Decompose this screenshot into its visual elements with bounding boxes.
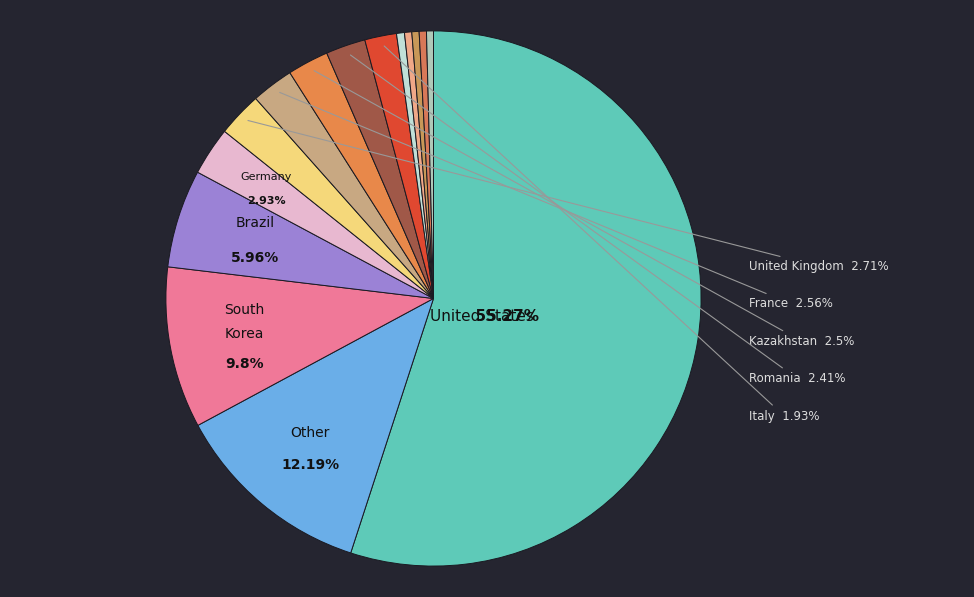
Text: Germany: Germany (241, 173, 291, 182)
Wedge shape (412, 31, 433, 298)
Wedge shape (351, 31, 701, 566)
Wedge shape (427, 31, 433, 298)
Text: Brazil: Brazil (236, 217, 275, 230)
Text: 9.8%: 9.8% (225, 357, 264, 371)
Text: Other: Other (290, 426, 330, 440)
Wedge shape (168, 172, 433, 298)
Text: 5.96%: 5.96% (231, 251, 279, 265)
Wedge shape (404, 32, 433, 298)
Wedge shape (225, 99, 433, 298)
Text: Italy  1.93%: Italy 1.93% (384, 46, 820, 423)
Wedge shape (396, 32, 433, 298)
Wedge shape (256, 73, 433, 298)
Text: Romania  2.41%: Romania 2.41% (351, 55, 845, 385)
Wedge shape (198, 131, 433, 298)
Text: Kazakhstan  2.5%: Kazakhstan 2.5% (315, 70, 854, 348)
Wedge shape (419, 31, 433, 298)
Text: Korea: Korea (225, 327, 264, 341)
Wedge shape (198, 298, 433, 553)
Wedge shape (326, 40, 433, 298)
Text: 12.19%: 12.19% (281, 458, 339, 472)
Text: France  2.56%: France 2.56% (280, 93, 833, 310)
Wedge shape (166, 267, 433, 426)
Text: 2.93%: 2.93% (246, 196, 285, 207)
Text: South: South (224, 303, 264, 318)
Wedge shape (365, 33, 433, 298)
Text: United States: United States (431, 309, 540, 324)
Text: 55.27%: 55.27% (402, 309, 540, 324)
Wedge shape (290, 53, 433, 298)
Text: United Kingdom  2.71%: United Kingdom 2.71% (248, 121, 889, 273)
